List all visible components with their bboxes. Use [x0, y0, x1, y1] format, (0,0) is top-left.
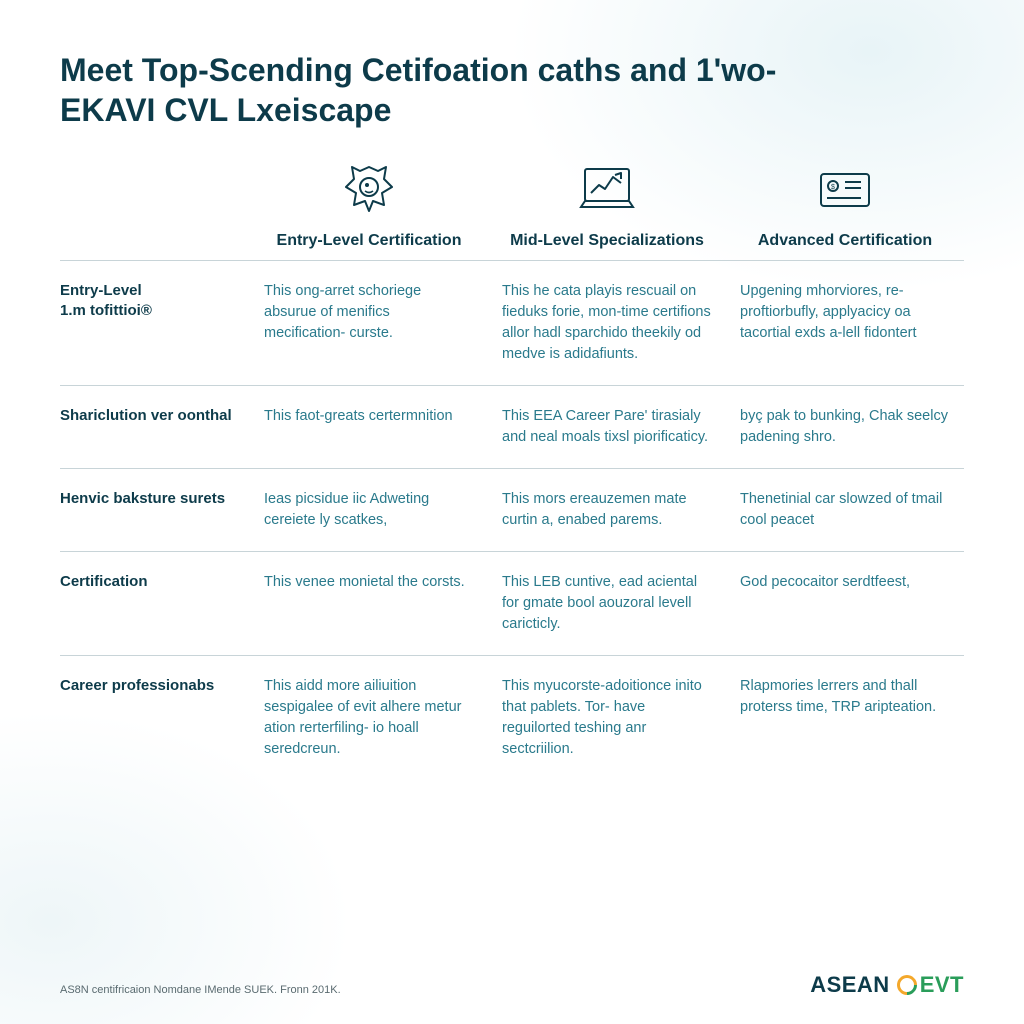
table-row: Shariclution ver oonthal This faot-great… [60, 385, 964, 468]
badge-icon [262, 158, 476, 222]
brand-part2: EVT [920, 972, 964, 998]
column-header-mid: Mid-Level Specializations [488, 158, 726, 250]
table-cell: Rlapmories lerrers and thall proterss ti… [726, 676, 964, 718]
comparison-table: Entry-Level Certification Mid-Level Spec… [60, 158, 964, 780]
row-label: Career professionabs [60, 676, 250, 696]
table-cell: This LEB cuntive, ead aciental for gmate… [488, 572, 726, 635]
table-cell: Ieas picsidue iic Adweting cereiete ly s… [250, 489, 488, 531]
table-cell: This myucorste-adoitionce inito that pab… [488, 676, 726, 760]
row-label: Henvic baksture surets [60, 489, 250, 509]
row-label: Entry-Level 1.m tofittioi® [60, 281, 250, 322]
column-header-entry: Entry-Level Certification [250, 158, 488, 250]
table-cell: Thenetinial car slowzed of tmail cool pe… [726, 489, 964, 531]
table-row: Certification This venee monietal the co… [60, 551, 964, 655]
table-cell: This mors ereauzemen mate curtin a, enab… [488, 489, 726, 531]
table-cell: This aidd more ailiuition sespigalee of … [250, 676, 488, 760]
table-cell: byç pak to bunking, Chak seelcy padening… [726, 406, 964, 448]
table-cell: Upgening mhorviores, re-proftiorbufly, a… [726, 281, 964, 344]
brand-logo: ASEAN EVT [810, 972, 964, 998]
row-label: Shariclution ver oonthal [60, 406, 250, 426]
certificate-card-icon: $ [738, 158, 952, 222]
laptop-chart-icon [500, 158, 714, 222]
table-cell: This faot-greats certermnition [250, 406, 488, 427]
table-cell: God pecocaitor serdtfeest, [726, 572, 964, 593]
brand-part1: ASEAN [810, 972, 890, 998]
column-label: Advanced Certification [738, 232, 952, 250]
table-row: Career professionabs This aidd more aili… [60, 655, 964, 780]
table-row: Entry-Level 1.m tofittioi® This ong-arre… [60, 260, 964, 385]
table-header-row: Entry-Level Certification Mid-Level Spec… [60, 158, 964, 260]
brand-ring-icon [893, 971, 921, 999]
row-label: Certification [60, 572, 250, 592]
svg-text:$: $ [831, 184, 835, 191]
table-row: Henvic baksture surets Ieas picsidue iic… [60, 468, 964, 551]
column-label: Mid-Level Specializations [500, 232, 714, 250]
column-label: Entry-Level Certification [262, 232, 476, 250]
footnote-text: AS8N centifricaion Nomdane IMende SUEK. … [60, 984, 341, 996]
page-title: Meet Top-Scending Cetifoation caths and … [60, 50, 840, 130]
table-cell: This venee monietal the corsts. [250, 572, 488, 593]
table-cell: This ong-arret schoriege absurue of meni… [250, 281, 488, 344]
table-cell: This he cata playis rescuail on fieduks … [488, 281, 726, 365]
table-cell: This EEA Career Pare' tirasialy and neal… [488, 406, 726, 448]
column-header-advanced: $ Advanced Certification [726, 158, 964, 250]
